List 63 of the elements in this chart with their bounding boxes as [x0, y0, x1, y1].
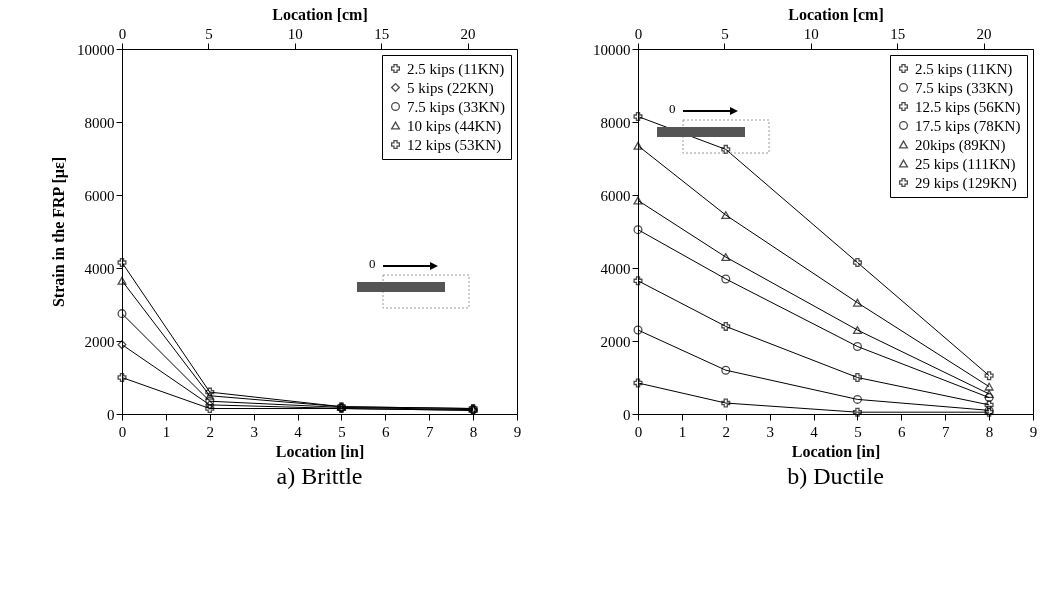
text: a) Brittle	[276, 463, 363, 489]
x2-tick-label: 0	[634, 25, 643, 42]
x-tick-label: 6	[382, 423, 391, 440]
x2-axis-title: Location [cm]	[788, 5, 884, 23]
legend-label: 29 kips (129KN)	[915, 174, 1017, 192]
y-tick-label: 8000	[600, 114, 631, 131]
x-tick-label: 9	[513, 423, 522, 440]
x-tick-label: 3	[250, 423, 258, 440]
y-tick-label: 0	[623, 406, 631, 423]
x2-tick-label: 5	[205, 25, 213, 42]
x-tick-label: 8	[985, 423, 994, 440]
x2-tick-label: 5	[721, 25, 729, 42]
x2-tick-label: 10	[287, 25, 303, 42]
x-tick-label: 7	[941, 423, 950, 440]
x-tick-label: 2	[206, 423, 215, 440]
legend-label: 5 kips (22KN)	[407, 79, 494, 97]
x-tick-label: 4	[294, 423, 303, 440]
x-axis-title: Location [in]	[275, 442, 365, 460]
x2-tick-label: 10	[803, 25, 819, 42]
y-tick-label: 6000	[600, 187, 631, 204]
x2-tick-label: 20	[976, 25, 992, 42]
x-tick-label: 6	[898, 423, 907, 440]
legend-label: 25 kips (111KN)	[915, 155, 1016, 173]
x2-tick-label: 0	[118, 25, 127, 42]
x-tick-label: 3	[766, 423, 774, 440]
text: b) Ductile	[787, 463, 884, 489]
x-tick-label: 1	[162, 423, 171, 440]
legend-label: 20kips (89KN)	[915, 136, 1006, 154]
x-tick-label: 5	[338, 423, 346, 440]
x2-tick-label: 15	[374, 25, 390, 42]
y-axis-title: Strain in the FRP [με]	[50, 156, 68, 308]
y-tick-label: 2000	[84, 333, 115, 350]
y-tick-label: 4000	[84, 260, 115, 277]
x2-tick-label: 15	[890, 25, 906, 42]
x-axis-title: Location [in]	[791, 442, 881, 460]
x-tick-label: 1	[678, 423, 687, 440]
y-tick-label: 10000	[77, 41, 115, 58]
x-tick-label: 9	[1029, 423, 1038, 440]
y-tick-label: 2000	[600, 333, 631, 350]
x-tick-label: 4	[810, 423, 819, 440]
legend-label: 7.5 kips (33KN)	[915, 79, 1013, 97]
x-tick-label: 7	[425, 423, 434, 440]
y-tick-label: 0	[107, 406, 115, 423]
x2-axis-title: Location [cm]	[272, 5, 368, 23]
x2-tick-label: 20	[460, 25, 476, 42]
legend-label: 12.5 kips (56KN)	[915, 98, 1021, 116]
x-tick-label: 5	[854, 423, 862, 440]
x-tick-label: 0	[118, 423, 127, 440]
legend-label: 17.5 kips (78KN)	[915, 117, 1021, 135]
legend-label: 7.5 kips (33KN)	[407, 98, 505, 116]
y-tick-label: 8000	[84, 114, 115, 131]
y-tick-label: 4000	[600, 260, 631, 277]
x-tick-label: 2	[722, 423, 731, 440]
x-tick-label: 0	[634, 423, 643, 440]
annotation: 0	[369, 256, 376, 272]
legend-label: 10 kips (44KN)	[407, 117, 502, 135]
y-tick-label: 6000	[84, 187, 115, 204]
legend-label: 2.5 kips (11KN)	[915, 60, 1013, 78]
legend-label: 12 kips (53KN)	[407, 136, 502, 154]
x-tick-label: 8	[469, 423, 478, 440]
y-tick-label: 10000	[593, 41, 631, 58]
legend-label: 2.5 kips (11KN)	[407, 60, 505, 78]
annotation: 0	[669, 101, 676, 117]
